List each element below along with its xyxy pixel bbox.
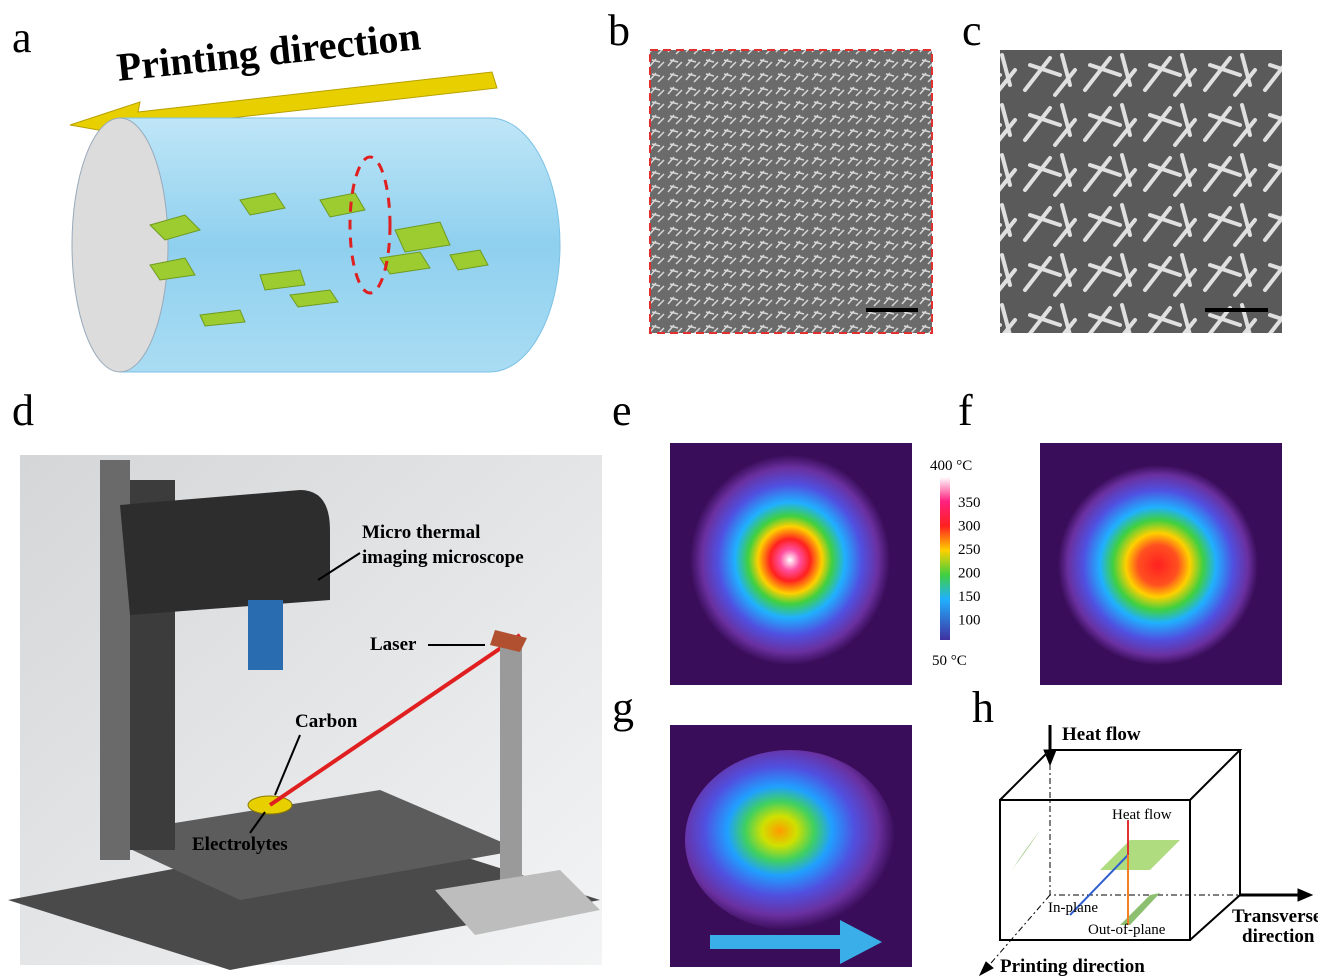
colorbar <box>940 477 950 640</box>
callout: imaging microscope <box>362 547 524 568</box>
sem-image <box>1000 50 1282 333</box>
diagram-label: Out-of-plane <box>1088 922 1166 938</box>
callout: Micro thermal <box>362 522 480 543</box>
callout: Carbon <box>295 711 358 732</box>
diagram-label: Heat flow <box>1062 724 1141 745</box>
panel-letter: h <box>972 683 994 732</box>
panel-letter: c <box>962 6 982 55</box>
sem-image <box>650 50 932 333</box>
arrow-label: Printing direction <box>115 13 423 90</box>
cylinder <box>72 118 560 372</box>
panel-letter: g <box>612 683 634 732</box>
colorbar-tick: 250 <box>958 542 981 558</box>
panel-letter: e <box>612 386 632 435</box>
callout: Electrolytes <box>192 834 288 855</box>
panel-letter: b <box>608 6 630 55</box>
colorbar-tick: 100 <box>958 613 981 629</box>
diagram-label: direction <box>1242 926 1315 947</box>
diagram-label: Printing direction <box>1000 956 1145 976</box>
colorbar-ticks: 350 300 250 200 150 100 <box>958 495 981 629</box>
colorbar-tick: 350 <box>958 495 981 511</box>
diagram-label: In-plane <box>1048 900 1098 916</box>
panel-letter: d <box>12 386 34 435</box>
hot-spot <box>685 750 895 930</box>
callout: Laser <box>370 634 417 655</box>
panel-letter: a <box>12 13 32 62</box>
diagram-label: Heat flow <box>1112 807 1172 823</box>
diagram-label: Transverse <box>1232 906 1318 927</box>
hot-spot <box>690 455 890 665</box>
hot-spot <box>1058 465 1258 665</box>
colorbar-label: 400 °C <box>930 458 972 474</box>
colorbar-tick: 300 <box>958 519 981 535</box>
panel-letter: f <box>958 386 973 435</box>
colorbar-tick: 200 <box>958 566 981 582</box>
figure: a Printing direction b c d Micro thermal… <box>0 0 1318 976</box>
colorbar-label: 50 °C <box>932 653 967 669</box>
colorbar-tick: 150 <box>958 589 981 605</box>
